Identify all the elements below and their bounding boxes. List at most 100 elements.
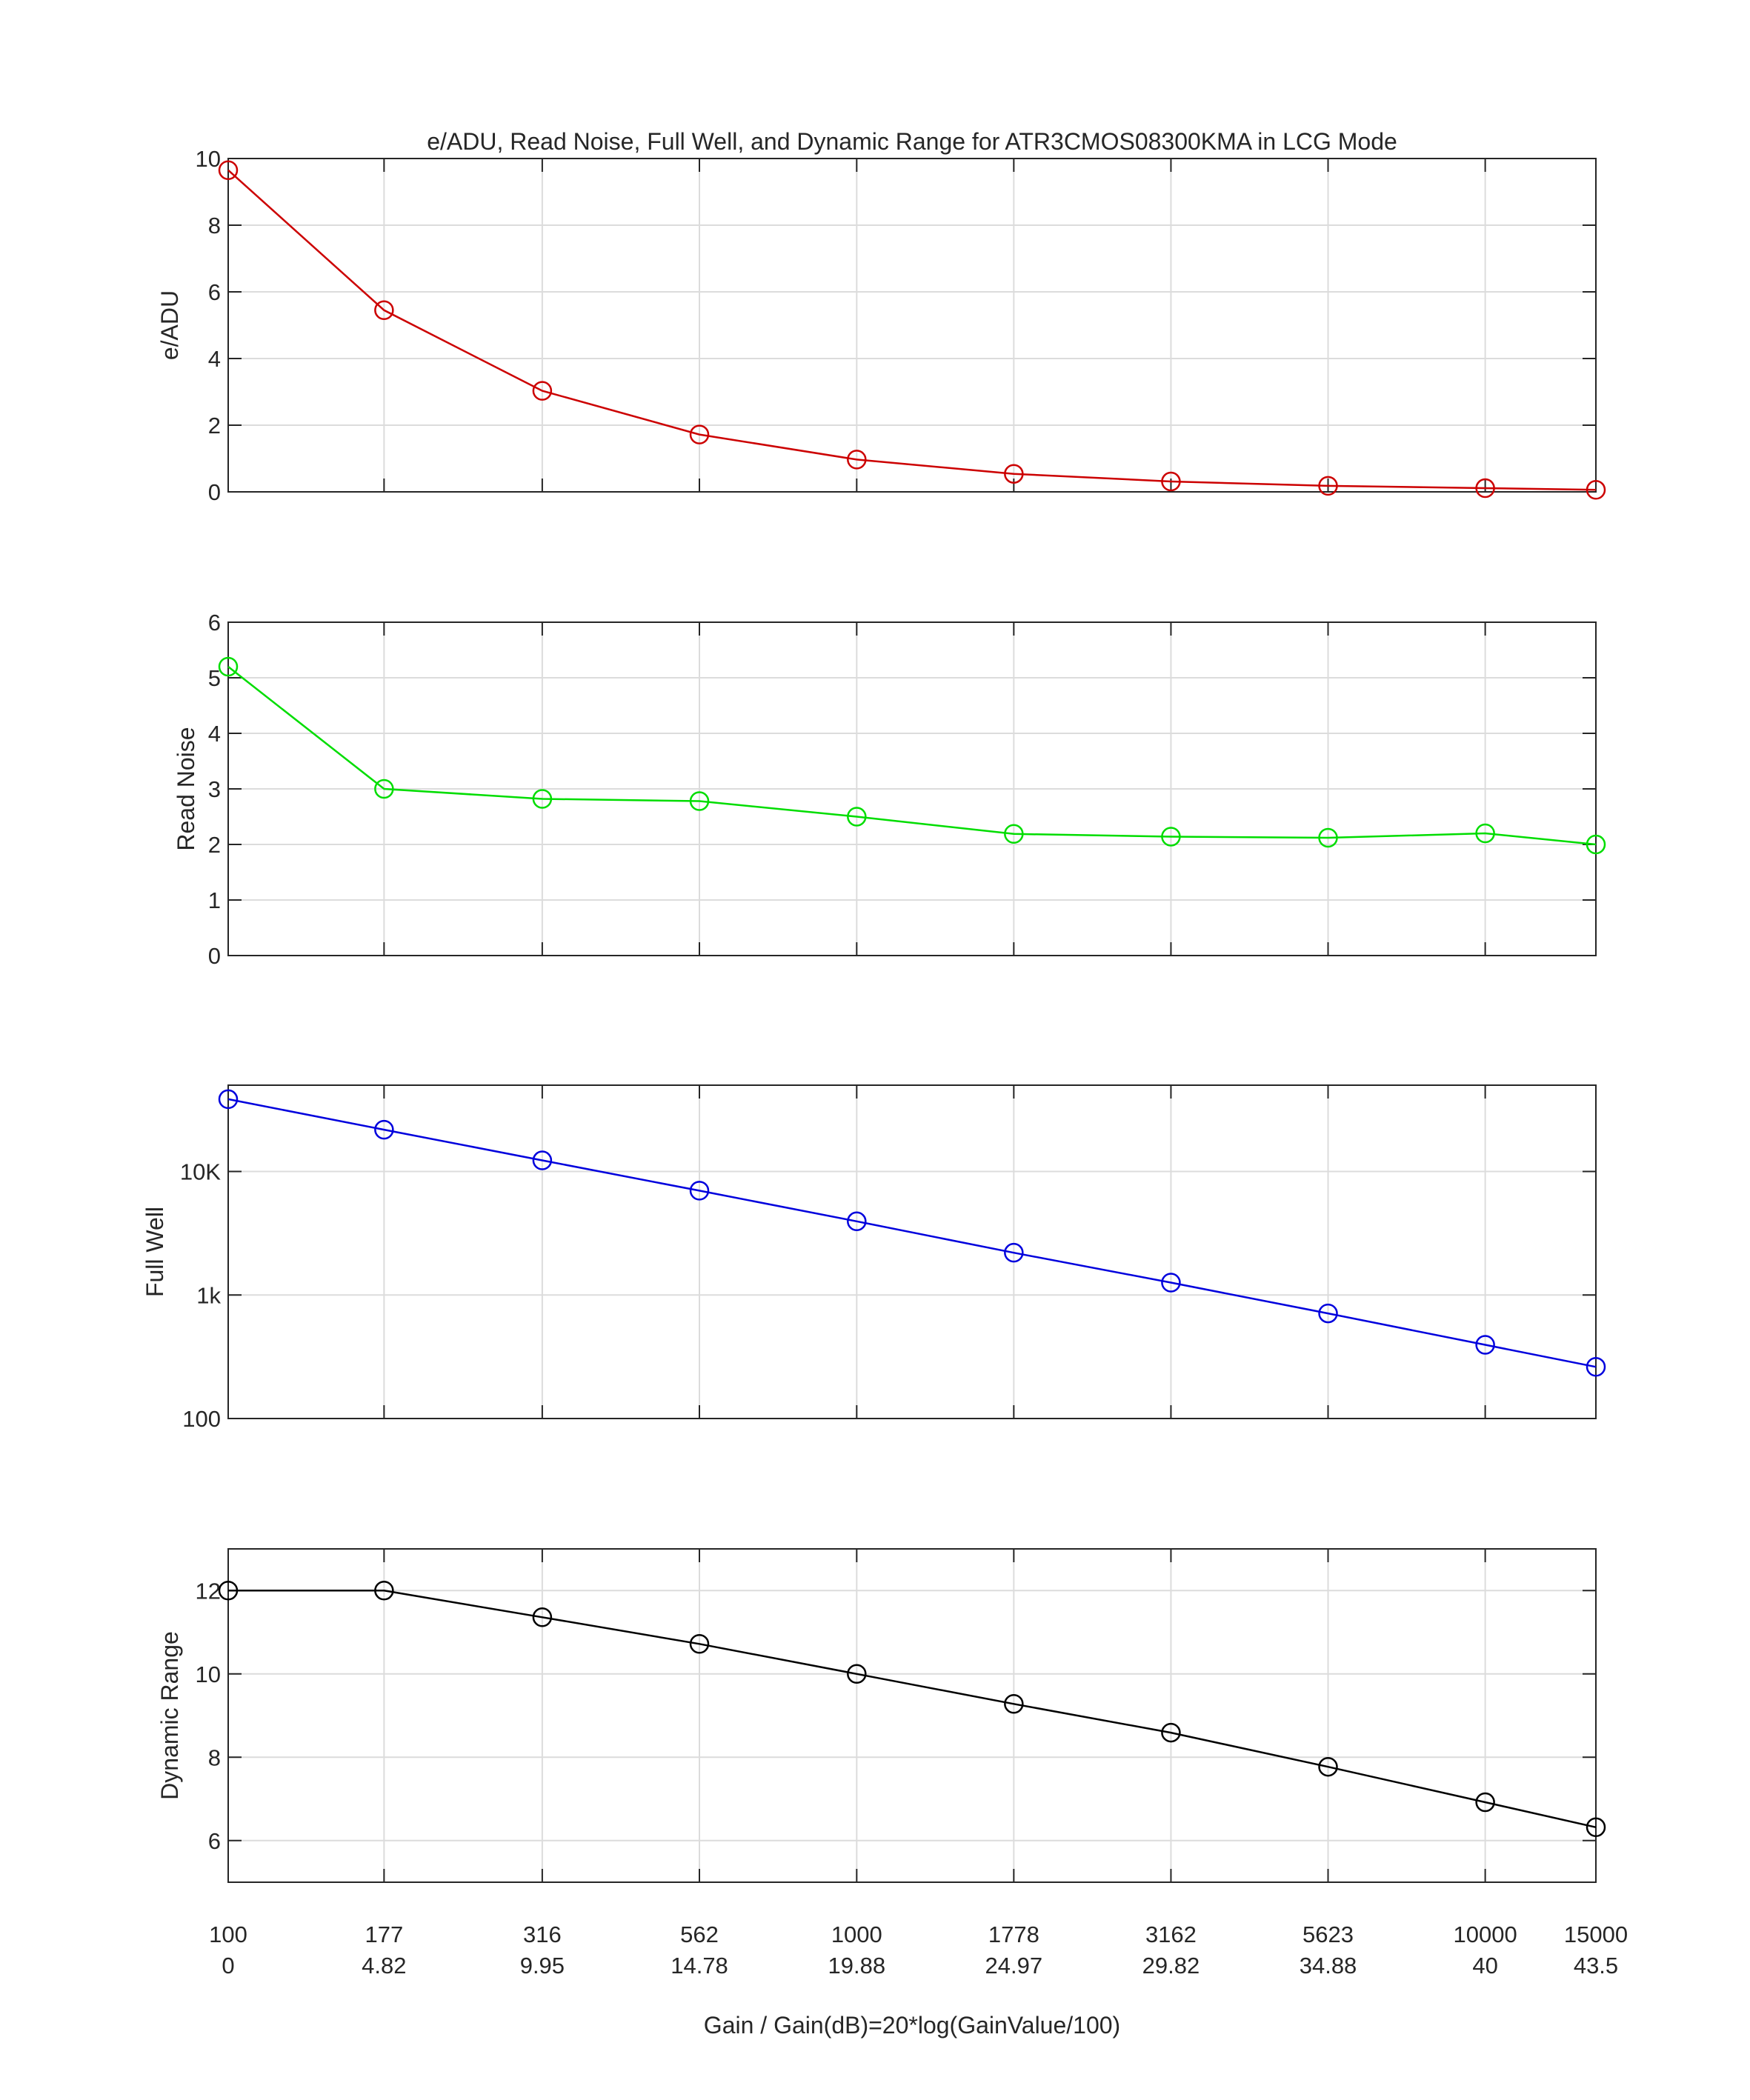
- y-tick-label: 0: [208, 479, 221, 505]
- y-axis-label: Read Noise: [173, 727, 199, 850]
- subplot-3: 100 1k 10K Full Well: [142, 1084, 1606, 1432]
- y-axis-label: Full Well: [142, 1207, 168, 1297]
- subplot-1: 0 2 4 6 8 10 e/ADU: [156, 146, 1606, 505]
- data-point: [1004, 1242, 1024, 1263]
- data-point: [1318, 1303, 1338, 1324]
- x-tick-label-db: 34.88: [1300, 1953, 1357, 1979]
- y-tick-label: 10K: [180, 1159, 221, 1185]
- data-point: [1586, 1357, 1606, 1377]
- data-point: [374, 1581, 394, 1601]
- tick-marks: [227, 1549, 1597, 1882]
- x-tick-label-gain: 5623: [1302, 1921, 1354, 1947]
- data-point: [847, 450, 867, 470]
- data-point: [689, 791, 710, 811]
- x-tick-label-db: 14.78: [671, 1953, 728, 1979]
- y-tick-label: 0: [208, 943, 221, 969]
- axes-box: [227, 158, 1597, 493]
- data-point: [532, 1607, 553, 1627]
- x-axis-label: Gain / Gain(dB)=20*log(GainValue/100): [704, 2012, 1120, 2039]
- y-tick-label: 100: [182, 1406, 221, 1432]
- axes-box: [227, 1084, 1597, 1419]
- data-point: [532, 789, 553, 809]
- x-tick-label-gain: 10000: [1454, 1921, 1517, 1947]
- x-tick-label-gain: 15000: [1564, 1921, 1628, 1947]
- data-point: [218, 1089, 239, 1110]
- series-line: [227, 169, 1597, 491]
- x-tick-label-gain: 316: [523, 1921, 562, 1947]
- data-point: [1475, 823, 1495, 844]
- x-tick-label-gain: 177: [365, 1921, 403, 1947]
- data-point: [689, 424, 710, 444]
- y-tick-label: 5: [208, 665, 221, 691]
- y-axis-label: e/ADU: [156, 290, 183, 360]
- y-tick-label: 12: [196, 1578, 221, 1604]
- data-point: [1004, 464, 1024, 484]
- subplot-panels: 0 2 4 6 8 10 e/ADU 0 12 3 4 5 6 Read Noise 100 1k 10K Ful…: [142, 146, 1606, 1883]
- data-point: [218, 160, 239, 180]
- y-tick-label: 10: [196, 1661, 221, 1687]
- data-point: [1586, 480, 1606, 500]
- x-tick-label-db: 9.95: [520, 1953, 565, 1979]
- y-tick-label: 3: [208, 776, 221, 802]
- data-point: [1161, 827, 1181, 847]
- y-axis-label: Dynamic Range: [156, 1631, 183, 1800]
- y-tick-label: 2: [208, 832, 221, 858]
- x-tick-label-db: 29.82: [1142, 1953, 1200, 1979]
- x-tick-label-gain: 1778: [988, 1921, 1039, 1947]
- data-point: [1586, 834, 1606, 855]
- subplot-2: 0 1 2 3 4 5 6 Read Noise: [173, 610, 1606, 969]
- data-point: [1004, 824, 1024, 844]
- axes-box: [227, 1548, 1597, 1883]
- x-tick-label-gain: 100: [209, 1921, 247, 1947]
- data-point: [1318, 476, 1338, 496]
- x-tick-label-db: 40: [1472, 1953, 1497, 1979]
- data-point: [374, 1119, 394, 1140]
- y-tick-label: 8: [208, 1744, 221, 1770]
- x-tick-label-db: 24.97: [985, 1953, 1043, 1979]
- x-tick-label-db: 4.82: [362, 1953, 406, 1979]
- y-tick-label: 6: [208, 1828, 221, 1854]
- subplot-4: 6 8 10 12 Dynamic Range: [156, 1548, 1606, 1883]
- x-tick-label-db: 19.88: [828, 1953, 886, 1979]
- data-point: [847, 1664, 867, 1684]
- data-point: [1004, 1694, 1024, 1714]
- series-line: [227, 1098, 1597, 1368]
- data-point: [1475, 1792, 1495, 1813]
- y-tick-label: 6: [208, 610, 221, 636]
- data-point: [374, 300, 394, 320]
- data-point: [847, 1211, 867, 1232]
- data-point: [1161, 1273, 1181, 1293]
- data-point: [1318, 1756, 1338, 1777]
- data-point: [532, 381, 553, 401]
- tick-marks: [227, 1085, 1597, 1419]
- y-tick-label: 8: [208, 213, 221, 239]
- grid: [227, 1549, 1597, 1882]
- data-point: [218, 1581, 239, 1601]
- data-point: [689, 1181, 710, 1201]
- x-tick-label-db: 43.5: [1574, 1953, 1618, 1979]
- y-tick-label: 4: [208, 346, 221, 372]
- data-point: [1475, 478, 1495, 499]
- chart-title: e/ADU, Read Noise, Full Well, and Dynami…: [427, 128, 1397, 155]
- data-point: [847, 807, 867, 827]
- x-tick-label-gain: 562: [680, 1921, 719, 1947]
- tick-marks: [227, 621, 1597, 956]
- y-tick-label: 4: [208, 721, 221, 747]
- tick-marks: [227, 158, 1597, 493]
- series-line: [227, 666, 1597, 846]
- series-line: [228, 1590, 1597, 1829]
- y-tick-label: 1k: [196, 1282, 221, 1308]
- data-point: [532, 1150, 553, 1170]
- x-tick-label-gain: 1000: [831, 1921, 882, 1947]
- data-point: [1318, 827, 1338, 848]
- y-tick-label: 2: [208, 413, 221, 439]
- data-point: [218, 656, 239, 677]
- shared-x-tick-labels: 10001774.823169.9556214.78100019.8817782…: [209, 1921, 1628, 1979]
- y-tick-label: 6: [208, 279, 221, 305]
- data-point: [1586, 1817, 1606, 1837]
- x-tick-label-gain: 3162: [1145, 1921, 1197, 1947]
- data-point: [1161, 471, 1181, 492]
- x-tick-label-db: 0: [222, 1953, 234, 1979]
